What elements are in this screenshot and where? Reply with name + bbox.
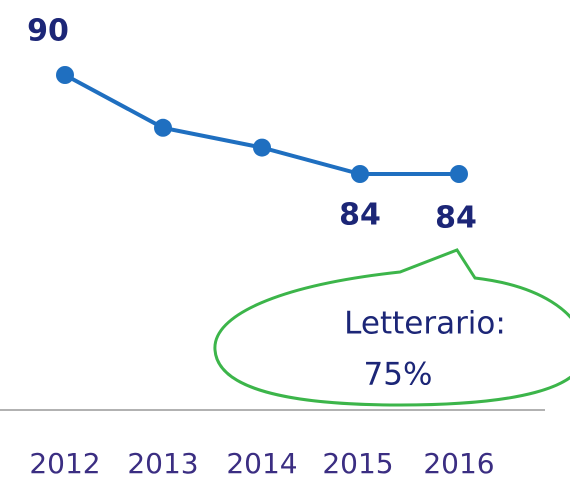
value-label: 84 <box>435 201 477 236</box>
callout <box>213 248 570 407</box>
annotation-line: 75% <box>364 357 433 393</box>
annotation-line: Letterario: <box>344 306 506 342</box>
point <box>253 138 271 157</box>
point <box>351 165 369 183</box>
x-tick-label: 2012 <box>29 447 100 480</box>
point <box>450 165 468 183</box>
x-tick-label: 2016 <box>423 447 494 480</box>
x-tick-label: 2015 <box>322 447 393 480</box>
x-tick-label: 2014 <box>226 447 297 480</box>
point <box>154 118 172 137</box>
value-label: 90 <box>27 14 69 49</box>
x-tick-label: 2013 <box>127 447 198 480</box>
point <box>56 66 74 84</box>
line <box>64 73 459 176</box>
value-label: 84 <box>339 198 381 233</box>
